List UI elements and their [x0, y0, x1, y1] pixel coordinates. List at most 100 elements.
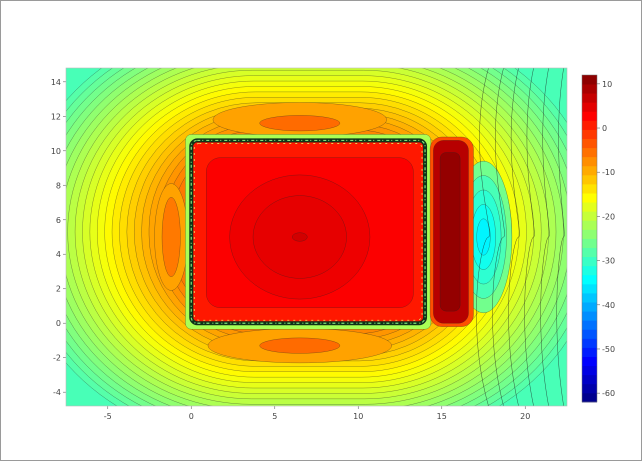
colorbar-segment	[582, 193, 597, 203]
y-tick: 12	[51, 112, 66, 121]
y-tick: -2	[53, 354, 66, 363]
y-tick: -4	[53, 388, 66, 397]
y-tick-label: 14	[51, 78, 61, 87]
colorbar-border	[581, 74, 598, 403]
colorbar-segment	[582, 274, 597, 285]
field-line	[508, 68, 520, 406]
colorbar-tick: -50	[597, 345, 615, 354]
colorbar-segment	[582, 156, 597, 167]
y-tick-label: 4	[56, 250, 61, 259]
y-tick-label: 0	[56, 319, 61, 328]
x-tick-label: 0	[189, 412, 194, 421]
x-tick: 15	[437, 406, 447, 421]
y-tick: 4	[56, 250, 66, 259]
field-line	[476, 68, 490, 406]
colorbar-tick-label: -50	[602, 345, 615, 354]
colorbar-segment	[582, 338, 597, 348]
colorbar-segment	[582, 174, 597, 185]
x-tick-label: 10	[353, 412, 363, 421]
colorbar-segment	[582, 320, 597, 330]
left-lobe-inner	[161, 197, 181, 277]
colorbar-tick-label: -60	[602, 389, 615, 398]
colorbar-segment	[582, 111, 597, 121]
colorbar-tick: -40	[597, 301, 615, 310]
field-line	[540, 68, 550, 406]
colorbar-segment	[582, 202, 597, 212]
colorbar-segment	[582, 102, 597, 112]
field-line	[524, 68, 535, 406]
colorbar-segment	[582, 265, 597, 276]
colorbar-tick: 0	[597, 124, 607, 133]
colorbar-tick-label: -10	[602, 168, 615, 177]
colorbar-tick-label: -30	[602, 257, 615, 266]
boundary-edges	[189, 68, 565, 406]
y-axis: -4 -2 0 2 4 6 8 10 12 14	[51, 78, 66, 397]
y-tick-label: 6	[56, 216, 61, 225]
y-tick-label: -4	[53, 388, 61, 397]
colorbar-segment	[582, 293, 597, 303]
y-tick: 8	[56, 181, 66, 190]
colorbar-tick-label: 10	[602, 80, 612, 89]
y-tick: 10	[51, 147, 66, 156]
colorbar-segment	[582, 283, 597, 294]
colorbar-segment	[582, 84, 597, 94]
x-tick: -5	[104, 406, 112, 421]
colorbar-segment	[582, 147, 597, 158]
colorbar-tick-label: -20	[602, 212, 615, 221]
colorbar-segment	[582, 356, 597, 367]
right-strip-core	[439, 152, 461, 312]
top-lobe-inner	[259, 115, 341, 132]
y-tick-label: 10	[51, 147, 61, 156]
colorbar-segment	[582, 374, 597, 385]
colorbar-segment	[582, 329, 597, 339]
colorbar-tick: -60	[597, 389, 615, 398]
y-tick: 6	[56, 216, 66, 225]
colorbar-tick-label: -40	[602, 301, 615, 310]
colorbar-segment	[582, 365, 597, 376]
x-tick-label: -5	[104, 412, 112, 421]
colorbar-segment	[582, 238, 597, 248]
colorbar-segment	[582, 220, 597, 230]
colorbar-segment	[582, 247, 597, 258]
y-tick-label: -2	[53, 354, 61, 363]
colorbar-segment	[582, 229, 597, 239]
y-tick-label: 12	[51, 112, 61, 121]
x-tick: 10	[353, 406, 363, 421]
colorbar-segment	[582, 211, 597, 221]
contour-bands	[66, 68, 567, 406]
colorbar-segment	[582, 184, 597, 194]
blue-lobe-band	[476, 218, 491, 256]
x-tick: 5	[272, 406, 277, 421]
bottom-lobe-inner	[259, 337, 341, 354]
boundary-inner-glow	[193, 143, 423, 321]
colorbar-segment	[582, 383, 597, 394]
colorbar-segment	[582, 302, 597, 312]
y-tick: 14	[51, 78, 66, 87]
field-line	[556, 68, 565, 406]
colorbar: 10 0 -10 -20 -30 -40 -50 -60	[581, 74, 615, 403]
x-axis: -5 0 5 10 15 20	[104, 406, 530, 421]
colorbar-segment	[582, 311, 597, 321]
colorbar-segment	[582, 392, 597, 403]
x-tick: 0	[189, 406, 194, 421]
colorbar-segment	[582, 129, 597, 139]
colorbar-tick-label: 0	[602, 124, 607, 133]
colorbar-tick: 10	[597, 80, 612, 89]
y-tick: 0	[56, 319, 66, 328]
main-center	[292, 232, 308, 242]
colorbar-segment	[582, 347, 597, 357]
x-tick-label: 5	[272, 412, 277, 421]
colorbar-tick: -10	[597, 168, 615, 177]
x-tick-label: 20	[520, 412, 530, 421]
colorbar-segment	[582, 75, 597, 85]
colorbar-segment	[582, 256, 597, 267]
plot-area	[66, 68, 567, 406]
x-tick: 20	[520, 406, 530, 421]
field-line	[492, 68, 505, 406]
colorbar-segment	[582, 138, 597, 149]
colorbar-segment	[582, 93, 597, 103]
plot-border	[65, 67, 568, 407]
boundary-glow	[190, 139, 426, 324]
